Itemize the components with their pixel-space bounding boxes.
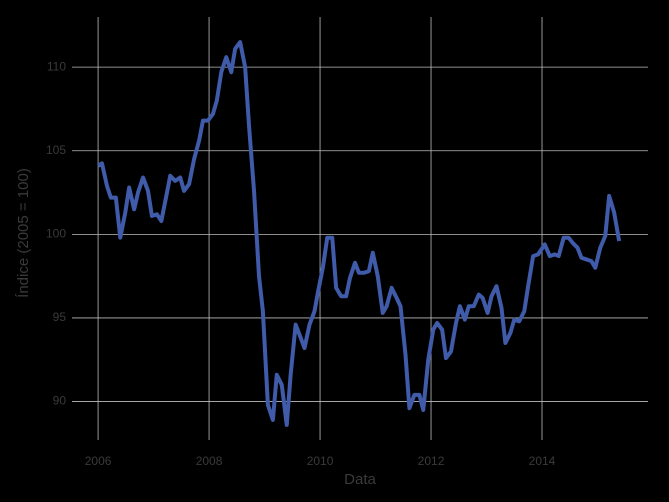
x-tick-label: 2008 — [196, 454, 223, 468]
x-tick-label: 2014 — [529, 454, 556, 468]
y-tick-label: 110 — [47, 59, 66, 73]
x-tick-label: 2012 — [418, 454, 445, 468]
x-tick-label: 2006 — [85, 454, 112, 468]
data-line — [96, 40, 622, 427]
x-tick-label: 2010 — [307, 454, 334, 468]
y-tick-label: 95 — [53, 310, 67, 324]
y-axis-title: Índice (2005 = 100) — [15, 168, 32, 298]
x-axis-title: Data — [344, 471, 376, 488]
y-tick-label: 105 — [46, 143, 66, 157]
y-tick-label: 90 — [53, 394, 67, 408]
y-tick-label: 100 — [46, 227, 66, 241]
